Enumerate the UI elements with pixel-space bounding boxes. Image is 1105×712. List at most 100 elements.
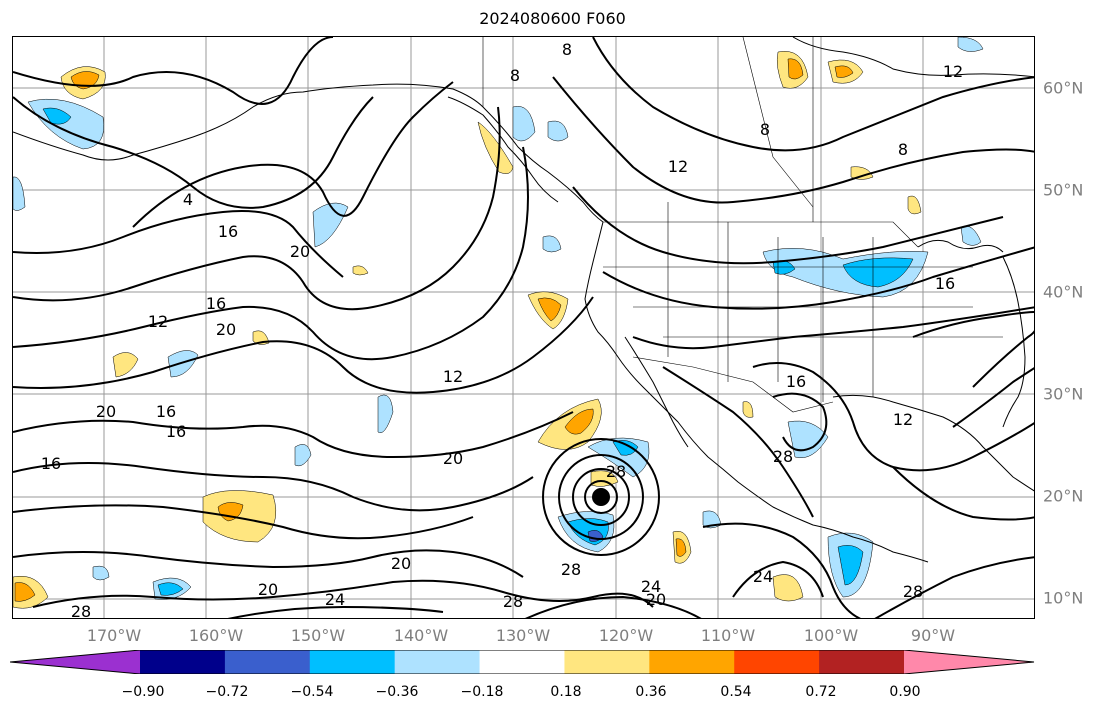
contour-label: 8 xyxy=(510,66,520,85)
colorbar xyxy=(10,650,1035,674)
contour-line xyxy=(32,579,654,608)
colorbar-outline xyxy=(10,650,1035,674)
contour-line xyxy=(13,462,534,512)
contour-line xyxy=(662,366,814,518)
coast-hudson xyxy=(792,37,1034,78)
contour-label: 24 xyxy=(753,567,773,586)
colorbar-segment xyxy=(904,650,1034,674)
colorbar-tick: −0.36 xyxy=(375,684,419,700)
contour-line xyxy=(13,296,594,394)
contour-label: 12 xyxy=(893,410,913,429)
contour-line xyxy=(874,556,1034,618)
coastlines xyxy=(13,37,1034,563)
shade-neg xyxy=(960,225,982,246)
shade-pos xyxy=(112,352,139,378)
lon-label: 90°W xyxy=(910,626,956,645)
shade-neg xyxy=(167,350,199,378)
lat-label: 60°N xyxy=(1043,78,1084,98)
contour-line xyxy=(572,186,1004,265)
lon-label: 160°W xyxy=(188,626,244,645)
shade-pos xyxy=(907,195,922,215)
shade-pos xyxy=(590,470,619,487)
contour-line xyxy=(732,560,824,598)
shade-neg xyxy=(13,176,26,211)
coast-greatlakes xyxy=(917,239,1004,253)
border-line xyxy=(742,37,814,208)
colorbar-segment xyxy=(734,650,820,674)
border-us-mexico xyxy=(632,356,834,413)
contour-label: 16 xyxy=(166,422,186,441)
contour-line xyxy=(132,81,454,228)
contour-label: 8 xyxy=(562,40,572,59)
shade-neg xyxy=(787,420,829,459)
contour-label: 16 xyxy=(786,372,806,391)
colorbar-segment xyxy=(564,650,650,674)
contour-label: 28 xyxy=(773,447,793,466)
coast-east xyxy=(1002,256,1026,428)
cyclone-center xyxy=(592,488,610,506)
contour-label: 20 xyxy=(216,320,236,339)
cyclone-rings xyxy=(542,438,660,556)
shade-pos xyxy=(352,265,369,276)
contour-label: 28 xyxy=(606,462,626,481)
contour-label: 20 xyxy=(391,554,411,573)
map-title: 2024080600 F060 xyxy=(479,9,626,28)
shade-neg xyxy=(837,545,864,586)
colorbar-tick: 0.18 xyxy=(550,684,582,700)
contour-label: 12 xyxy=(943,62,963,81)
colorbar-tick: 0.36 xyxy=(635,684,667,700)
contour-line xyxy=(702,522,862,618)
colorbar-segment xyxy=(819,650,905,674)
shade-pos xyxy=(675,538,687,557)
colorbar-segment xyxy=(479,650,565,674)
shade-neg xyxy=(294,444,312,467)
contour-line xyxy=(13,411,574,459)
lat-label: 20°N xyxy=(1043,486,1084,506)
contour-label: 20 xyxy=(646,590,666,609)
colorbar-tick: −0.72 xyxy=(205,684,249,700)
colorbar-segment xyxy=(224,650,311,674)
colorbar-tick: 0.90 xyxy=(889,684,921,700)
shade-neg xyxy=(312,202,349,248)
colorbar-tick: −0.90 xyxy=(121,684,165,700)
positive-shading xyxy=(13,51,922,609)
lat-label: 10°N xyxy=(1043,588,1084,608)
border-us-canada xyxy=(603,221,919,248)
contour-line xyxy=(952,367,1034,428)
contour-line xyxy=(13,96,374,209)
contour-line xyxy=(552,76,1034,204)
contour-label: 24 xyxy=(325,590,345,609)
contour-label: 12 xyxy=(668,157,688,176)
contour-label: 16 xyxy=(206,294,226,313)
contours xyxy=(13,37,1034,618)
contour-label: 12 xyxy=(148,312,168,331)
contour-label: 16 xyxy=(935,274,955,293)
graticule xyxy=(13,37,1034,618)
contour-label: 20 xyxy=(96,402,116,421)
shade-pos xyxy=(202,490,277,543)
contour-label: 16 xyxy=(218,222,238,241)
shade-pos xyxy=(537,297,562,322)
shade-pos xyxy=(772,574,804,602)
contour-label: 20 xyxy=(258,580,278,599)
contour-line xyxy=(972,330,1034,388)
state-borders xyxy=(482,37,1003,413)
contour-label: 20 xyxy=(443,449,463,468)
contour-line xyxy=(13,210,344,278)
contour-line xyxy=(13,106,501,311)
lat-label: 50°N xyxy=(1043,180,1084,200)
coast-baja xyxy=(624,336,689,448)
colorbar-segment xyxy=(10,650,140,674)
shade-pos xyxy=(477,121,514,174)
map-panel: 8 8 12 8 8 4 16 20 12 16 20 12 16 16 20 … xyxy=(12,36,1035,619)
negative-shading xyxy=(13,37,984,600)
contour-label: 8 xyxy=(898,140,908,159)
lon-label: 130°W xyxy=(495,626,551,645)
lat-label: 40°N xyxy=(1043,282,1084,302)
contour-line xyxy=(752,362,1034,472)
contour-line xyxy=(602,246,1034,310)
colorbar-segment xyxy=(309,650,396,674)
map-canvas: 8 8 12 8 8 4 16 20 12 16 20 12 16 16 20 … xyxy=(13,37,1034,618)
contour-line xyxy=(13,146,529,361)
colorbar-segment xyxy=(394,650,481,674)
